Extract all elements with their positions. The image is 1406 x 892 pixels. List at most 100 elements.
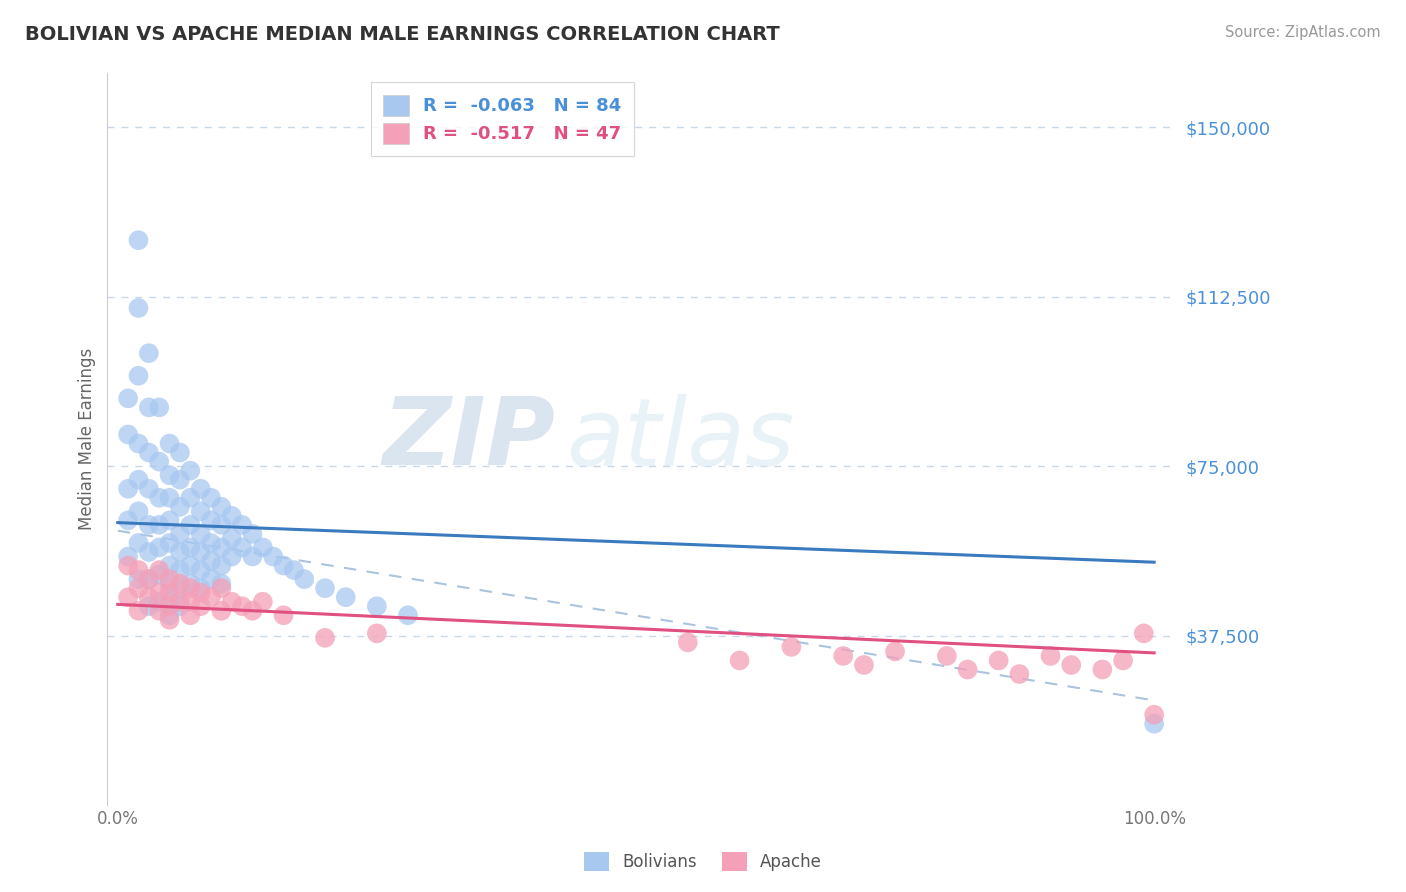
Point <box>1133 626 1156 640</box>
Point <box>987 653 1010 667</box>
Point <box>179 595 201 609</box>
Point <box>138 517 160 532</box>
Point <box>179 541 201 555</box>
Point <box>1039 648 1062 663</box>
Point <box>159 595 181 609</box>
Point <box>179 464 201 478</box>
Point <box>231 541 253 555</box>
Point <box>159 613 181 627</box>
Point <box>242 527 264 541</box>
Point <box>1143 716 1166 731</box>
Point <box>1008 667 1031 681</box>
Point <box>148 567 170 582</box>
Point <box>190 581 212 595</box>
Point <box>242 549 264 564</box>
Point <box>127 233 149 247</box>
Point <box>159 608 181 623</box>
Point <box>179 558 201 573</box>
Point <box>127 301 149 315</box>
Point <box>169 599 191 614</box>
Point <box>117 549 139 564</box>
Point <box>138 482 160 496</box>
Point <box>676 635 699 649</box>
Point <box>200 513 222 527</box>
Point <box>728 653 751 667</box>
Point <box>231 599 253 614</box>
Point <box>200 491 222 505</box>
Point <box>221 532 243 546</box>
Point <box>117 392 139 406</box>
Point <box>159 585 181 599</box>
Point <box>1091 663 1114 677</box>
Point <box>148 401 170 415</box>
Point <box>209 558 232 573</box>
Point <box>200 554 222 568</box>
Point <box>209 576 232 591</box>
Point <box>159 491 181 505</box>
Point <box>159 599 181 614</box>
Point <box>200 536 222 550</box>
Point <box>169 545 191 559</box>
Point <box>127 572 149 586</box>
Point <box>200 572 222 586</box>
Text: BOLIVIAN VS APACHE MEDIAN MALE EARNINGS CORRELATION CHART: BOLIVIAN VS APACHE MEDIAN MALE EARNINGS … <box>25 25 780 44</box>
Point <box>138 572 160 586</box>
Point <box>335 591 357 605</box>
Y-axis label: Median Male Earnings: Median Male Earnings <box>79 348 96 530</box>
Point <box>127 368 149 383</box>
Point <box>314 581 336 595</box>
Text: atlas: atlas <box>567 393 794 484</box>
Text: Source: ZipAtlas.com: Source: ZipAtlas.com <box>1225 25 1381 40</box>
Point <box>127 563 149 577</box>
Point <box>169 445 191 459</box>
Point <box>159 536 181 550</box>
Point <box>148 541 170 555</box>
Point <box>117 591 139 605</box>
Point <box>884 644 907 658</box>
Point <box>159 513 181 527</box>
Point <box>138 346 160 360</box>
Point <box>148 517 170 532</box>
Point <box>292 572 315 586</box>
Point <box>169 500 191 514</box>
Point <box>138 591 160 605</box>
Point <box>273 608 295 623</box>
Point <box>148 595 170 609</box>
Point <box>148 604 170 618</box>
Point <box>190 599 212 614</box>
Point <box>283 563 305 577</box>
Point <box>396 608 419 623</box>
Point <box>209 604 232 618</box>
Legend: R =  -0.063   N = 84, R =  -0.517   N = 47: R = -0.063 N = 84, R = -0.517 N = 47 <box>371 82 634 156</box>
Point <box>117 482 139 496</box>
Point <box>179 517 201 532</box>
Point <box>179 581 201 595</box>
Point <box>832 648 855 663</box>
Point <box>179 491 201 505</box>
Point <box>148 491 170 505</box>
Point <box>138 545 160 559</box>
Point <box>179 608 201 623</box>
Point <box>221 508 243 523</box>
Point <box>209 541 232 555</box>
Point <box>366 626 388 640</box>
Point <box>127 473 149 487</box>
Point <box>169 527 191 541</box>
Point <box>169 595 191 609</box>
Point <box>127 436 149 450</box>
Point <box>169 473 191 487</box>
Point <box>138 401 160 415</box>
Point <box>231 517 253 532</box>
Point <box>190 527 212 541</box>
Point <box>273 558 295 573</box>
Point <box>366 599 388 614</box>
Point <box>190 563 212 577</box>
Point <box>221 549 243 564</box>
Point <box>138 445 160 459</box>
Point <box>179 576 201 591</box>
Point <box>169 563 191 577</box>
Point <box>190 482 212 496</box>
Point <box>169 581 191 595</box>
Point <box>138 572 160 586</box>
Point <box>190 504 212 518</box>
